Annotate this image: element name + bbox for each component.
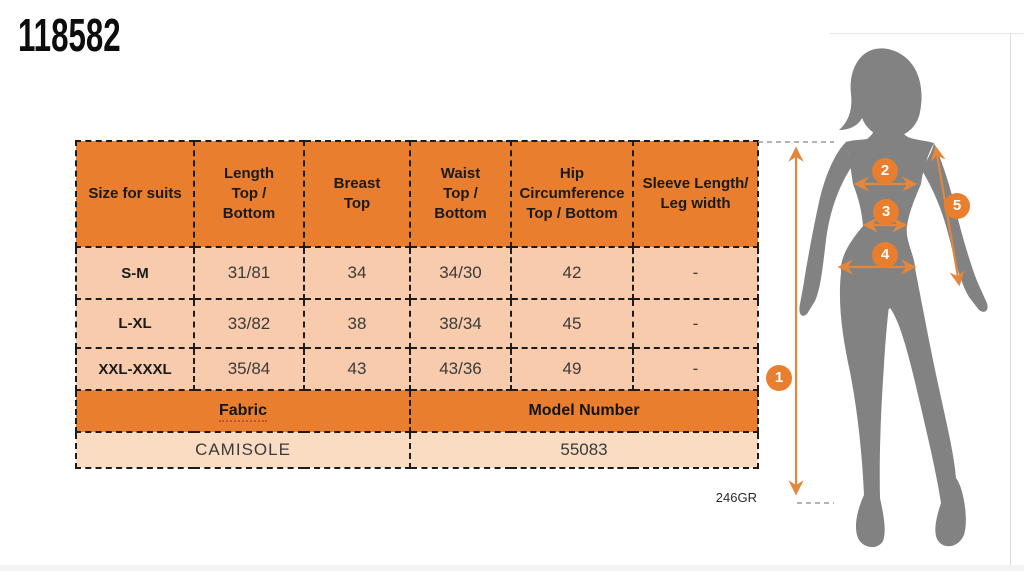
length-value: 33/82	[193, 298, 305, 349]
col-header-sleeve: Sleeve Length/ Leg width	[632, 140, 759, 248]
table-header-row: Size for suits Length Top / Bottom Breas…	[75, 140, 759, 248]
fabric-value-cell: CAMISOLE	[75, 431, 411, 469]
female-silhouette	[799, 48, 988, 548]
sleeve-value: -	[632, 347, 759, 391]
photo-top-edge	[830, 33, 1024, 34]
col-header-waist: Waist Top / Bottom	[409, 140, 512, 248]
reference-lines	[758, 141, 834, 504]
col-header-length: Length Top / Bottom	[193, 140, 305, 248]
measure-badge-3: 3	[873, 199, 899, 225]
col-header-size: Size for suits	[75, 140, 195, 248]
model-number-value-cell: 55083	[409, 431, 759, 469]
hip-value: 49	[510, 347, 634, 391]
sleeve-arrow	[930, 145, 965, 287]
waist-value: 43/36	[409, 347, 512, 391]
sleeve-value: -	[632, 246, 759, 300]
waist-value: 34/30	[409, 246, 512, 300]
measure-badge-1: 1	[766, 365, 792, 391]
length-value: 31/81	[193, 246, 305, 300]
measure-badge-5: 5	[944, 193, 970, 219]
silhouette-right-arm	[921, 143, 988, 312]
hip-value: 42	[510, 246, 634, 300]
silhouette-left-arm	[799, 141, 852, 316]
product-id: 118582	[18, 9, 121, 61]
table-row: XXL-XXXL 35/84 43 43/36 49 -	[75, 347, 759, 391]
footer-label-row: Fabric Model Number	[75, 389, 759, 433]
breast-value: 38	[303, 298, 411, 349]
sleeve-value: -	[632, 298, 759, 349]
measure-badge-4: 4	[872, 242, 898, 268]
waist-value: 38/34	[409, 298, 512, 349]
measurement-arrows	[788, 145, 965, 496]
size-label: S-M	[75, 246, 195, 300]
table-row: L-XL 33/82 38 38/34 45 -	[75, 298, 759, 349]
table-row: S-M 31/81 34 34/30 42 -	[75, 246, 759, 300]
silhouette-head	[839, 48, 922, 138]
col-header-breast: Breast Top	[303, 140, 411, 248]
weight-note: 246GR	[715, 490, 757, 505]
length-value: 35/84	[193, 347, 305, 391]
fabric-label: Fabric	[218, 402, 267, 422]
measure-badge-2: 2	[872, 158, 898, 184]
silhouette-right-leg	[887, 258, 966, 547]
breast-value: 34	[303, 246, 411, 300]
breast-value: 43	[303, 347, 411, 391]
size-label: L-XL	[75, 298, 195, 349]
footer-value-row: CAMISOLE 55083	[75, 431, 759, 469]
photo-bottom-edge	[0, 565, 1024, 571]
size-table-container: Size for suits Length Top / Bottom Breas…	[75, 140, 759, 469]
model-number-label-cell: Model Number	[409, 389, 759, 433]
size-table: Size for suits Length Top / Bottom Breas…	[75, 140, 759, 469]
silhouette-left-leg	[839, 260, 889, 548]
photo-right-edge	[1010, 33, 1011, 565]
hip-value: 45	[510, 298, 634, 349]
size-label: XXL-XXXL	[75, 347, 195, 391]
fabric-label-cell: Fabric	[75, 389, 411, 433]
col-header-hip: Hip Circumference Top / Bottom	[510, 140, 634, 248]
